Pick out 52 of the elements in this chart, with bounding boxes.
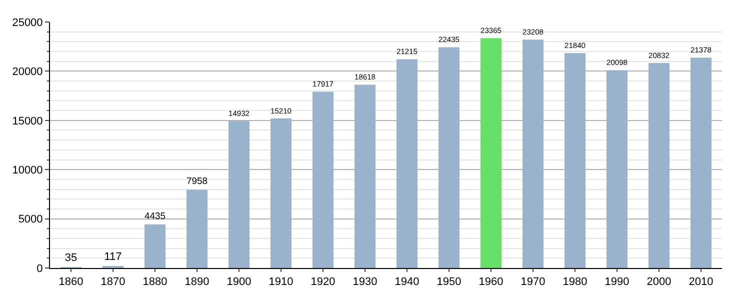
- x-tick-label: 1960: [478, 276, 504, 288]
- x-tick-label: 1980: [562, 276, 588, 288]
- bar: [438, 47, 460, 268]
- data-label: 21840: [564, 41, 586, 50]
- bar: [312, 92, 334, 268]
- bar: [186, 190, 208, 268]
- bar: [606, 70, 628, 268]
- data-label: 15210: [270, 106, 292, 116]
- data-label: 35: [64, 252, 78, 264]
- data-label: 7958: [186, 175, 208, 186]
- bar: [690, 58, 712, 268]
- data-label: 21378: [690, 46, 712, 55]
- bar: [564, 53, 586, 268]
- bar: [144, 224, 166, 268]
- data-label: 23208: [522, 28, 544, 37]
- bar: [270, 118, 292, 268]
- x-tick-label: 2010: [688, 276, 714, 288]
- y-tick-label: 10000: [12, 164, 43, 176]
- y-tick-label: 5000: [18, 214, 43, 226]
- x-tick-label: 1910: [268, 276, 294, 288]
- bar: [522, 40, 544, 268]
- data-label: 14932: [228, 109, 250, 118]
- y-tick-label: 20000: [12, 66, 43, 78]
- bar: [480, 38, 502, 268]
- y-tick-label: 0: [36, 262, 43, 275]
- bar: [354, 84, 376, 268]
- y-tick-label: 25000: [12, 16, 43, 29]
- x-tick-label: 1990: [604, 276, 630, 288]
- data-label: 23365: [480, 26, 502, 36]
- y-tick-label: 15000: [12, 115, 43, 128]
- data-label: 18618: [354, 72, 376, 82]
- data-label: 17917: [312, 80, 334, 89]
- x-tick-label: 1930: [352, 276, 378, 288]
- x-tick-label: 1860: [58, 276, 84, 288]
- x-tick-label: 1890: [184, 276, 210, 288]
- bar: [228, 121, 250, 268]
- data-label: 4435: [144, 210, 166, 221]
- data-label: 21215: [396, 47, 418, 56]
- x-tick-label: 1870: [100, 276, 126, 288]
- bar: [648, 63, 670, 268]
- data-label: 20098: [606, 58, 628, 68]
- x-tick-label: 1950: [436, 276, 462, 288]
- bar: [396, 59, 418, 268]
- x-tick-label: 1940: [394, 276, 420, 288]
- data-label: 20832: [648, 50, 670, 60]
- x-tick-label: 1970: [520, 276, 546, 288]
- data-label: 22435: [438, 35, 460, 44]
- data-label: 117: [104, 251, 122, 263]
- x-tick-label: 1900: [226, 276, 252, 288]
- x-tick-label: 1920: [310, 276, 336, 288]
- x-tick-label: 1880: [142, 276, 168, 288]
- x-tick-label: 2000: [646, 276, 672, 288]
